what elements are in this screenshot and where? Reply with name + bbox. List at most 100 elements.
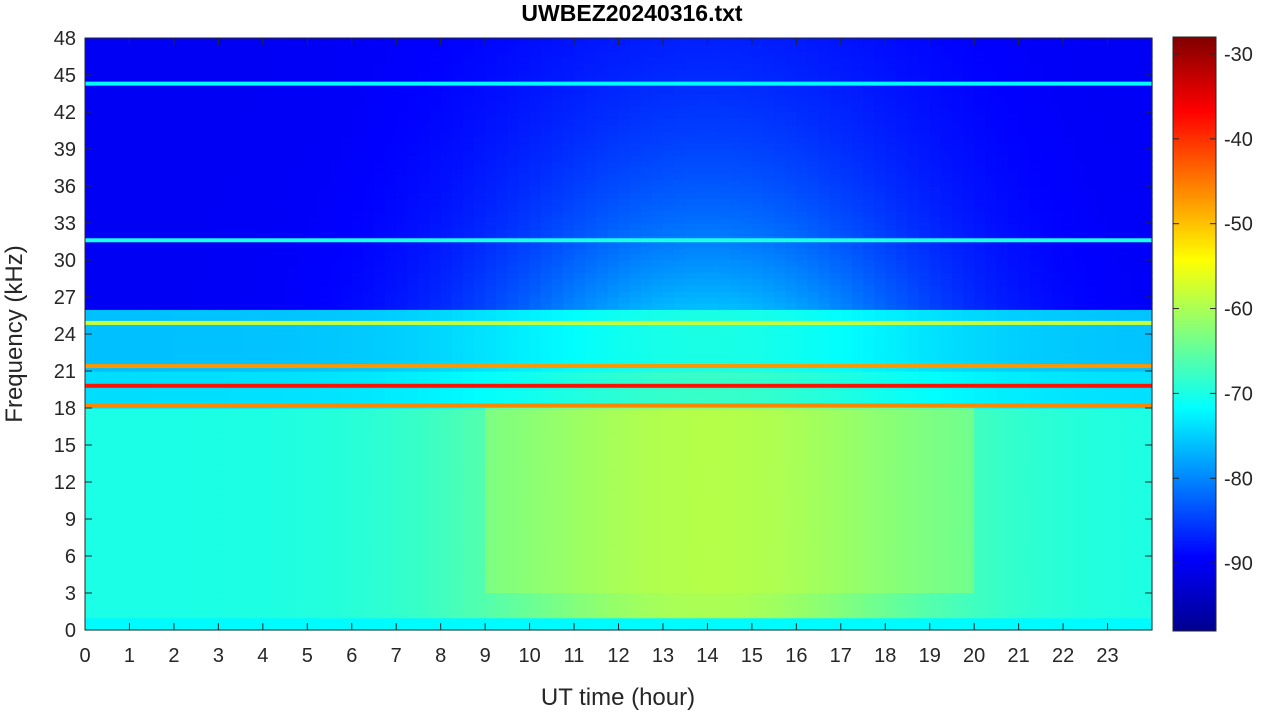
- spectrogram-cell: [540, 599, 553, 606]
- spectrogram-cell: [140, 549, 153, 557]
- spectrogram-cell: [429, 457, 442, 465]
- spectrogram-cell: [229, 512, 242, 520]
- spectrogram-cell: [507, 506, 520, 514]
- spectrogram-cell: [318, 377, 331, 384]
- spectrogram-cell: [540, 112, 553, 119]
- spectrogram-cell: [540, 562, 553, 569]
- spectrogram-cell: [629, 432, 642, 440]
- spectrogram-cell: [640, 512, 653, 520]
- spectrogram-cell: [440, 223, 453, 230]
- spectrogram-cell: [251, 290, 264, 298]
- spectrogram-cell: [585, 500, 597, 508]
- spectrogram-cell: [240, 500, 253, 508]
- spectrogram-cell: [507, 457, 520, 465]
- spectrogram-cell: [151, 210, 164, 218]
- spectrogram-cell: [629, 500, 642, 508]
- spectrogram-cell: [218, 284, 231, 292]
- spectrogram-cell: [440, 297, 453, 304]
- spectrogram-cell: [173, 290, 186, 298]
- spectrogram-cell: [507, 130, 520, 138]
- spectrogram-cell: [340, 371, 353, 378]
- spectrogram-cell: [451, 44, 464, 51]
- spectrogram-cell: [618, 512, 631, 520]
- spectrogram-cell: [585, 56, 597, 64]
- spectrogram-cell: [318, 223, 331, 230]
- spectrogram-cell: [273, 50, 286, 58]
- spectrogram-cell: [451, 389, 464, 397]
- spectrogram-cell: [373, 432, 386, 440]
- spectrogram-cell: [562, 315, 575, 323]
- spectrogram-cell: [451, 438, 464, 446]
- spectrogram-cell: [85, 352, 97, 360]
- spectrogram-cell: [396, 223, 408, 230]
- spectrogram-cell: [107, 445, 119, 452]
- spectrogram-cell: [629, 50, 642, 58]
- spectrogram-cell: [173, 506, 186, 514]
- spectrogram-cell: [629, 167, 642, 175]
- spectrogram-cell: [462, 420, 475, 428]
- spectrogram-cell: [262, 290, 275, 298]
- spectrogram-cell: [240, 617, 253, 625]
- spectrogram-cell: [562, 420, 575, 428]
- spectrogram-cell: [662, 617, 675, 625]
- spectrogram-cell: [318, 451, 331, 458]
- spectrogram-cell: [185, 161, 197, 169]
- spectrogram-cell: [307, 334, 319, 341]
- spectrogram-cell: [396, 229, 408, 236]
- spectrogram-cell: [351, 346, 364, 354]
- spectrogram-cell: [462, 512, 475, 520]
- spectrogram-cell: [518, 118, 531, 125]
- spectrogram-cell: [173, 420, 186, 428]
- spectrogram-cell: [229, 537, 242, 545]
- chart-title: UWBEZ20240316.txt: [521, 0, 743, 26]
- spectrogram-cell: [418, 395, 431, 403]
- spectrogram-cell: [607, 266, 620, 273]
- spectrogram-cell: [262, 432, 275, 440]
- spectrogram-cell: [85, 112, 97, 119]
- spectrogram-cell: [551, 500, 564, 508]
- spectrogram-cell: [540, 173, 553, 181]
- spectrogram-cell: [651, 105, 664, 113]
- spectrogram-cell: [396, 136, 408, 144]
- spectrogram-cell: [229, 297, 242, 304]
- spectrogram-cell: [651, 155, 664, 162]
- spectrogram-cell: [518, 44, 531, 51]
- spectrogram-cell: [629, 229, 642, 236]
- spectrogram-cell: [107, 223, 119, 230]
- spectrogram-cell: [518, 512, 531, 520]
- spectrogram-cell: [129, 327, 142, 335]
- spectrogram-cell: [640, 371, 653, 378]
- spectrogram-cell: [396, 525, 408, 532]
- spectrogram-cell: [173, 537, 186, 545]
- spectrogram-cell: [585, 586, 597, 594]
- spectrogram-cell: [307, 599, 319, 606]
- spectrogram-cell: [129, 531, 142, 539]
- spectrogram-cell: [651, 247, 664, 255]
- spectrogram-cell: [574, 432, 586, 440]
- spectrogram-cell: [340, 272, 353, 280]
- spectrogram-cell: [585, 408, 597, 415]
- spectrogram-cell: [351, 99, 364, 107]
- spectrogram-cell: [596, 179, 608, 187]
- spectrogram-cell: [618, 173, 631, 181]
- spectrogram-cell: [185, 623, 197, 631]
- spectrogram-cell: [285, 475, 297, 483]
- spectrogram-cell: [462, 38, 475, 45]
- spectrogram-cell: [640, 198, 653, 206]
- spectrogram-cell: [262, 99, 275, 107]
- spectrogram-cell: [329, 93, 342, 101]
- spectrogram-cell: [518, 38, 531, 45]
- spectrogram-cell: [218, 395, 231, 403]
- spectrogram-cell: [551, 229, 564, 236]
- spectrogram-cell: [151, 266, 164, 273]
- spectrogram-cell: [474, 290, 486, 298]
- spectrogram-cell: [96, 315, 108, 323]
- spectrogram-cell: [574, 167, 586, 175]
- spectrogram-cell: [662, 623, 675, 631]
- spectrogram-cell: [196, 260, 208, 267]
- spectrogram-cell: [385, 451, 397, 458]
- spectrogram-cell: [218, 463, 231, 471]
- spectrogram-cell: [507, 161, 520, 169]
- spectrogram-cell: [429, 161, 442, 169]
- spectrogram-cell: [307, 173, 319, 181]
